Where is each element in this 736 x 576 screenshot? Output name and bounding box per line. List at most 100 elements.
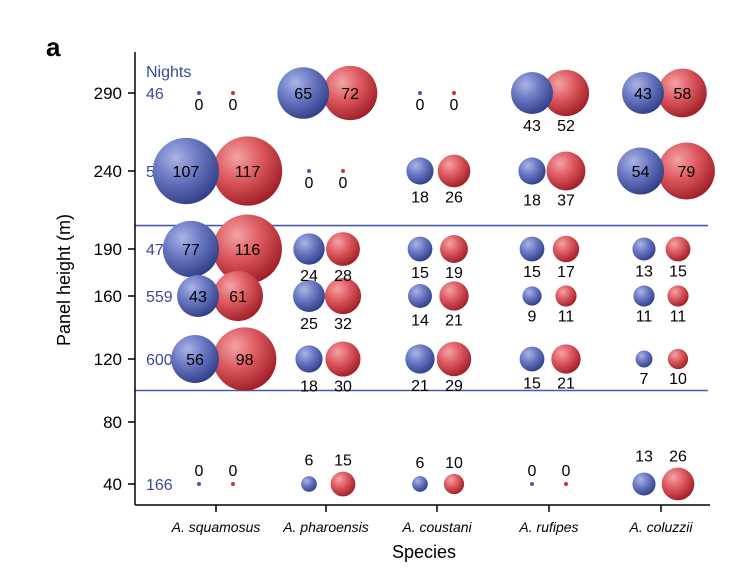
- bubble-blue: [519, 236, 545, 262]
- bubble-red: [436, 341, 472, 377]
- bubble-red: [658, 68, 707, 118]
- count-label-blue: 13: [635, 263, 653, 280]
- bubble-red: [667, 348, 689, 370]
- bubble-blue: [197, 91, 201, 95]
- bubble-blue: [522, 286, 542, 306]
- count-label-blue: 77: [182, 242, 200, 259]
- y-tick-label: 240: [94, 162, 122, 181]
- bubble-blue: [406, 157, 434, 185]
- count-label-red: 15: [334, 453, 352, 470]
- count-label-blue: 107: [173, 164, 200, 181]
- x-ticks: A. squamosus A. pharoensis A. coustani A. r…: [171, 505, 693, 535]
- x-tick-label: A. rufipes: [518, 519, 578, 535]
- bubble-red: [213, 271, 263, 321]
- count-label-blue: 43: [634, 86, 652, 103]
- count-label-red: 0: [229, 97, 238, 114]
- bubble-blue: [293, 280, 325, 312]
- count-label-blue: 54: [632, 164, 650, 181]
- bubble-blue: [152, 137, 219, 205]
- count-label-blue: 6: [416, 455, 425, 472]
- count-label-blue: 15: [523, 376, 541, 393]
- bubble-blue: [635, 350, 653, 368]
- bubble-blue: [622, 72, 664, 114]
- count-label-red: 10: [445, 455, 463, 472]
- bubble-blue: [295, 345, 323, 373]
- axes: [134, 52, 710, 506]
- count-label-blue: 9: [528, 309, 537, 326]
- count-label-red: 0: [229, 463, 238, 480]
- count-label-red: 26: [669, 449, 687, 466]
- bubble-red: [330, 471, 356, 497]
- bubble-red: [555, 285, 577, 307]
- count-label-blue: 13: [635, 449, 653, 466]
- count-label-blue: 6: [305, 453, 314, 470]
- bubble-red: [213, 327, 277, 391]
- bubble-red: [452, 91, 456, 95]
- bubble-blue: [177, 275, 219, 317]
- x-tick-label: A. pharoensis: [282, 519, 369, 535]
- bubble-red: [667, 285, 689, 307]
- bubble-red: [231, 482, 235, 486]
- count-label-blue: 18: [411, 189, 429, 206]
- bubble-blue: [632, 472, 656, 496]
- count-label-blue: 15: [411, 265, 429, 282]
- bubble-blue: [412, 476, 428, 492]
- count-label-red: 72: [341, 86, 359, 103]
- x-tick-label: A. coustani: [401, 519, 472, 535]
- count-label-red: 21: [445, 313, 463, 330]
- y-axis-label: Panel height (m): [54, 214, 74, 346]
- count-label-blue: 0: [528, 463, 537, 480]
- count-label-red: 15: [669, 263, 687, 280]
- count-label-red: 0: [562, 463, 571, 480]
- count-label-red: 28: [334, 268, 352, 285]
- bubble-blue: [407, 236, 433, 262]
- bubble-red: [546, 151, 586, 191]
- count-label-red: 52: [557, 118, 575, 135]
- y-tick-label: 290: [94, 84, 122, 103]
- y-tick-label: 40: [103, 475, 122, 494]
- count-label-red: 0: [450, 97, 459, 114]
- bubble-red: [665, 236, 691, 262]
- x-axis-label: Species: [392, 542, 456, 562]
- count-label-red: 117: [235, 164, 261, 181]
- y-tick-label: 80: [103, 413, 122, 432]
- count-label-blue: 18: [300, 379, 318, 396]
- count-label-blue: 15: [523, 264, 541, 281]
- bubble-red: [324, 277, 362, 315]
- count-label-red: 26: [445, 189, 463, 206]
- count-label-blue: 25: [300, 316, 318, 333]
- bubble-blue: [277, 67, 329, 119]
- count-label-blue: 0: [416, 97, 425, 114]
- y-tick-label: 120: [94, 350, 122, 369]
- count-label-blue: 43: [523, 118, 541, 135]
- bubble-red: [443, 473, 465, 495]
- count-label-red: 19: [445, 265, 463, 282]
- count-label-red: 11: [558, 309, 575, 326]
- count-label-blue: 65: [294, 86, 312, 103]
- bubble-red: [437, 154, 471, 188]
- bubble-red: [551, 344, 581, 374]
- count-label-blue: 56: [186, 352, 204, 369]
- count-label-blue: 21: [411, 378, 429, 395]
- count-label-red: 30: [334, 379, 352, 396]
- count-label-blue: 0: [305, 175, 314, 192]
- bubble-blue: [408, 284, 432, 308]
- bubble-blue: [197, 482, 201, 486]
- count-label-red: 21: [557, 376, 575, 393]
- bubble-red: [564, 482, 568, 486]
- count-label-red: 116: [235, 242, 261, 259]
- count-label-blue: 24: [300, 268, 318, 285]
- count-label-blue: 0: [195, 97, 204, 114]
- count-label-red: 17: [557, 264, 575, 281]
- bubble-red: [552, 235, 580, 263]
- x-tick-label: A. squamosus: [171, 519, 261, 535]
- nights-header: Nights: [146, 64, 191, 81]
- bubbles: [152, 65, 715, 501]
- bubble-blue: [418, 91, 422, 95]
- panel-letter: a: [46, 32, 61, 62]
- bubble-red: [326, 232, 360, 266]
- bubble-red: [213, 136, 283, 206]
- bubble-red: [439, 281, 469, 311]
- bubble-blue: [518, 157, 546, 185]
